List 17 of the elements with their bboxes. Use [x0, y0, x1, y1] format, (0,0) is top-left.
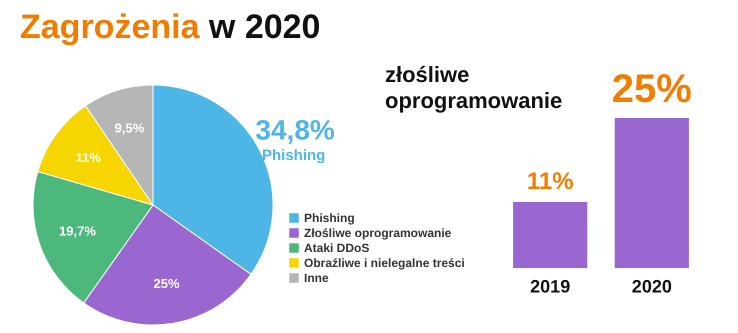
legend-label: Ataki DDoS: [304, 241, 370, 255]
data-label: 25%: [153, 276, 180, 291]
legend-label: Złośliwe oprogramowanie: [304, 226, 452, 240]
x-tick-label: 2020: [632, 276, 672, 296]
data-label: 34,8%: [255, 114, 335, 146]
legend-label: Inne: [304, 271, 329, 285]
data-label: 11%: [76, 150, 102, 165]
legend-label: Obraźliwe i nielegalne treści: [304, 256, 465, 270]
chart-title: złośliwe oprogramowanie: [385, 62, 564, 114]
legend-label: Phishing: [304, 211, 355, 225]
data-label: 9,5%: [114, 120, 145, 136]
x-tick-label: 2019: [530, 276, 570, 296]
data-label: 19,7%: [59, 223, 96, 238]
data-label: 11%: [526, 168, 574, 195]
chart-title: Zagrożenia w 2020: [20, 8, 320, 47]
text: Phishing: [262, 147, 326, 164]
data-label: 25%: [612, 67, 692, 111]
